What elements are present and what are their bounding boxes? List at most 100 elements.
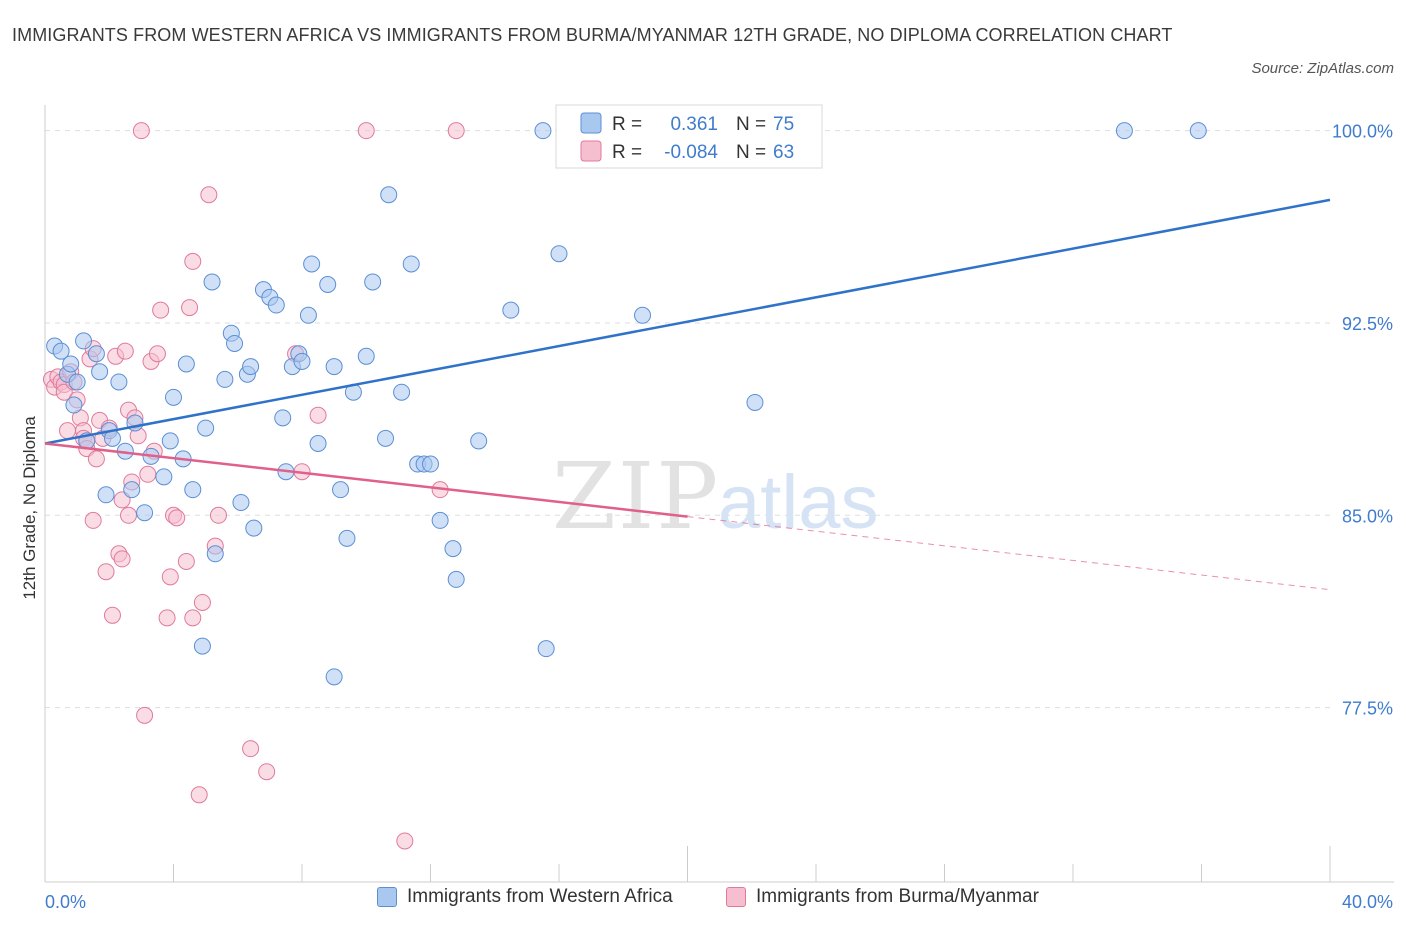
data-point — [200, 186, 218, 204]
data-point — [206, 545, 224, 563]
data-point — [377, 429, 395, 447]
data-point — [113, 550, 131, 568]
x-tick-labels: 0.0% 40.0% — [45, 892, 1393, 912]
correlation-legend: R = 0.361 N = 75 R = -0.084 N = 63 — [555, 104, 823, 169]
data-point — [65, 396, 83, 414]
legend-n-value: 75 — [773, 114, 794, 135]
watermark: ZIP atlas — [552, 443, 879, 550]
data-point — [293, 352, 311, 370]
data-point — [184, 609, 202, 627]
data-point — [393, 383, 411, 401]
data-point — [136, 706, 154, 724]
legend-r-value: 0.361 — [670, 114, 718, 135]
data-point — [357, 122, 375, 140]
source-label: Source: ZipAtlas.com — [1251, 60, 1394, 77]
data-point — [75, 332, 93, 350]
legend-item-western-africa[interactable]: Immigrants from Western Africa — [377, 886, 673, 908]
data-point — [338, 529, 356, 547]
data-point — [190, 786, 208, 804]
data-point — [242, 358, 260, 376]
data-point — [267, 296, 285, 314]
data-point — [746, 393, 764, 411]
data-point — [177, 355, 195, 373]
data-point — [91, 363, 109, 381]
data-point — [396, 832, 414, 850]
trend-line — [44, 198, 1331, 445]
data-point — [181, 299, 199, 317]
data-point — [97, 486, 115, 504]
trend-lines — [44, 198, 1331, 591]
data-point — [245, 519, 263, 537]
data-point — [470, 432, 488, 450]
axes — [44, 105, 1394, 883]
x-tick-label: 40.0% — [1342, 892, 1393, 912]
data-point — [216, 370, 234, 388]
data-point — [1115, 122, 1133, 140]
data-point — [209, 506, 227, 524]
chart-title: IMMIGRANTS FROM WESTERN AFRICA VS IMMIGR… — [12, 25, 1173, 45]
data-point — [634, 306, 652, 324]
data-point — [325, 358, 343, 376]
data-point — [116, 342, 134, 360]
legend-n-value: 63 — [773, 142, 794, 163]
data-point — [161, 568, 179, 586]
y-tick-labels: 77.5% 85.0% 92.5% 100.0% — [1332, 122, 1393, 719]
data-point — [152, 301, 170, 319]
data-point — [319, 276, 337, 294]
data-point — [97, 563, 115, 581]
legend-n-label: N = — [736, 142, 766, 163]
data-point — [534, 122, 552, 140]
data-point — [537, 640, 555, 658]
data-point — [103, 606, 121, 624]
data-point — [58, 422, 76, 440]
data-point — [139, 465, 157, 483]
y-tick-label: 92.5% — [1342, 314, 1393, 334]
data-point — [68, 373, 86, 391]
data-point — [402, 255, 420, 273]
data-point — [444, 540, 462, 558]
legend-swatch-pink — [580, 140, 602, 162]
data-point — [447, 570, 465, 588]
gridlines — [45, 130, 1330, 709]
data-point — [193, 637, 211, 655]
legend-swatch-burma — [726, 887, 746, 907]
legend-r-label: R = — [612, 142, 642, 163]
data-point — [325, 668, 343, 686]
series-western-africa-points — [46, 122, 1207, 686]
data-point — [332, 481, 350, 499]
data-point — [232, 493, 250, 511]
data-point — [1189, 122, 1207, 140]
data-point — [226, 334, 244, 352]
data-point — [422, 455, 439, 473]
series-burma-points — [42, 122, 465, 850]
data-point — [299, 306, 317, 324]
data-point — [447, 122, 465, 140]
data-point — [184, 481, 202, 499]
data-point — [184, 252, 202, 270]
data-point — [177, 552, 195, 570]
data-point — [123, 481, 141, 499]
data-point — [550, 245, 568, 263]
y-tick-label: 85.0% — [1342, 506, 1393, 526]
data-point — [309, 434, 327, 452]
data-point — [309, 406, 327, 424]
data-point — [168, 509, 186, 527]
data-point — [110, 373, 128, 391]
data-point — [87, 345, 105, 363]
data-point — [303, 255, 321, 273]
data-point — [502, 301, 520, 319]
data-point — [136, 504, 154, 522]
data-point — [431, 511, 449, 529]
legend-swatch-western-africa — [377, 887, 397, 907]
legend-item-burma[interactable]: Immigrants from Burma/Myanmar — [726, 886, 1039, 908]
watermark-zip: ZIP — [552, 443, 720, 550]
data-point — [193, 593, 211, 611]
legend-label-burma: Immigrants from Burma/Myanmar — [756, 886, 1039, 907]
trend-line — [44, 442, 688, 518]
data-point — [364, 273, 382, 291]
data-point — [242, 740, 260, 758]
data-point — [161, 432, 179, 450]
y-tick-label: 77.5% — [1342, 699, 1393, 719]
data-point — [52, 342, 70, 360]
